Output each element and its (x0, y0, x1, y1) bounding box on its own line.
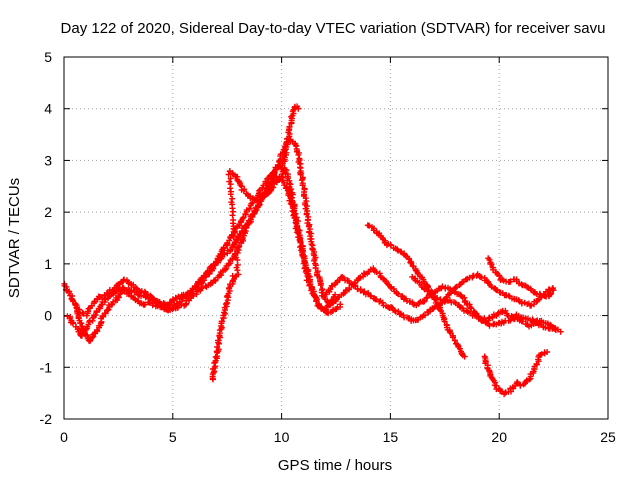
sdtvar-chart: Day 122 of 2020, Sidereal Day-to-day VTE… (0, 0, 640, 480)
y-tick-label: -2 (40, 411, 53, 427)
y-axis-title: SDTVAR / TECUs (6, 178, 23, 298)
y-tick-label: 5 (44, 49, 52, 65)
chart-container: Day 122 of 2020, Sidereal Day-to-day VTE… (0, 0, 640, 480)
x-tick-label: 20 (491, 429, 507, 445)
y-tick-label: 3 (44, 152, 52, 168)
y-tick-label: 4 (44, 101, 52, 117)
y-tick-label: 1 (44, 256, 52, 272)
x-axis-title: GPS time / hours (278, 457, 392, 474)
x-tick-label: 5 (169, 429, 177, 445)
chart-title: Day 122 of 2020, Sidereal Day-to-day VTE… (61, 20, 606, 37)
y-tick-label: 2 (44, 204, 52, 220)
y-tick-label: 0 (44, 308, 52, 324)
x-tick-label: 10 (274, 429, 290, 445)
x-tick-label: 25 (600, 429, 616, 445)
chart-background (0, 0, 640, 480)
x-tick-label: 0 (60, 429, 68, 445)
y-tick-label: -1 (40, 359, 53, 375)
x-tick-label: 15 (383, 429, 399, 445)
